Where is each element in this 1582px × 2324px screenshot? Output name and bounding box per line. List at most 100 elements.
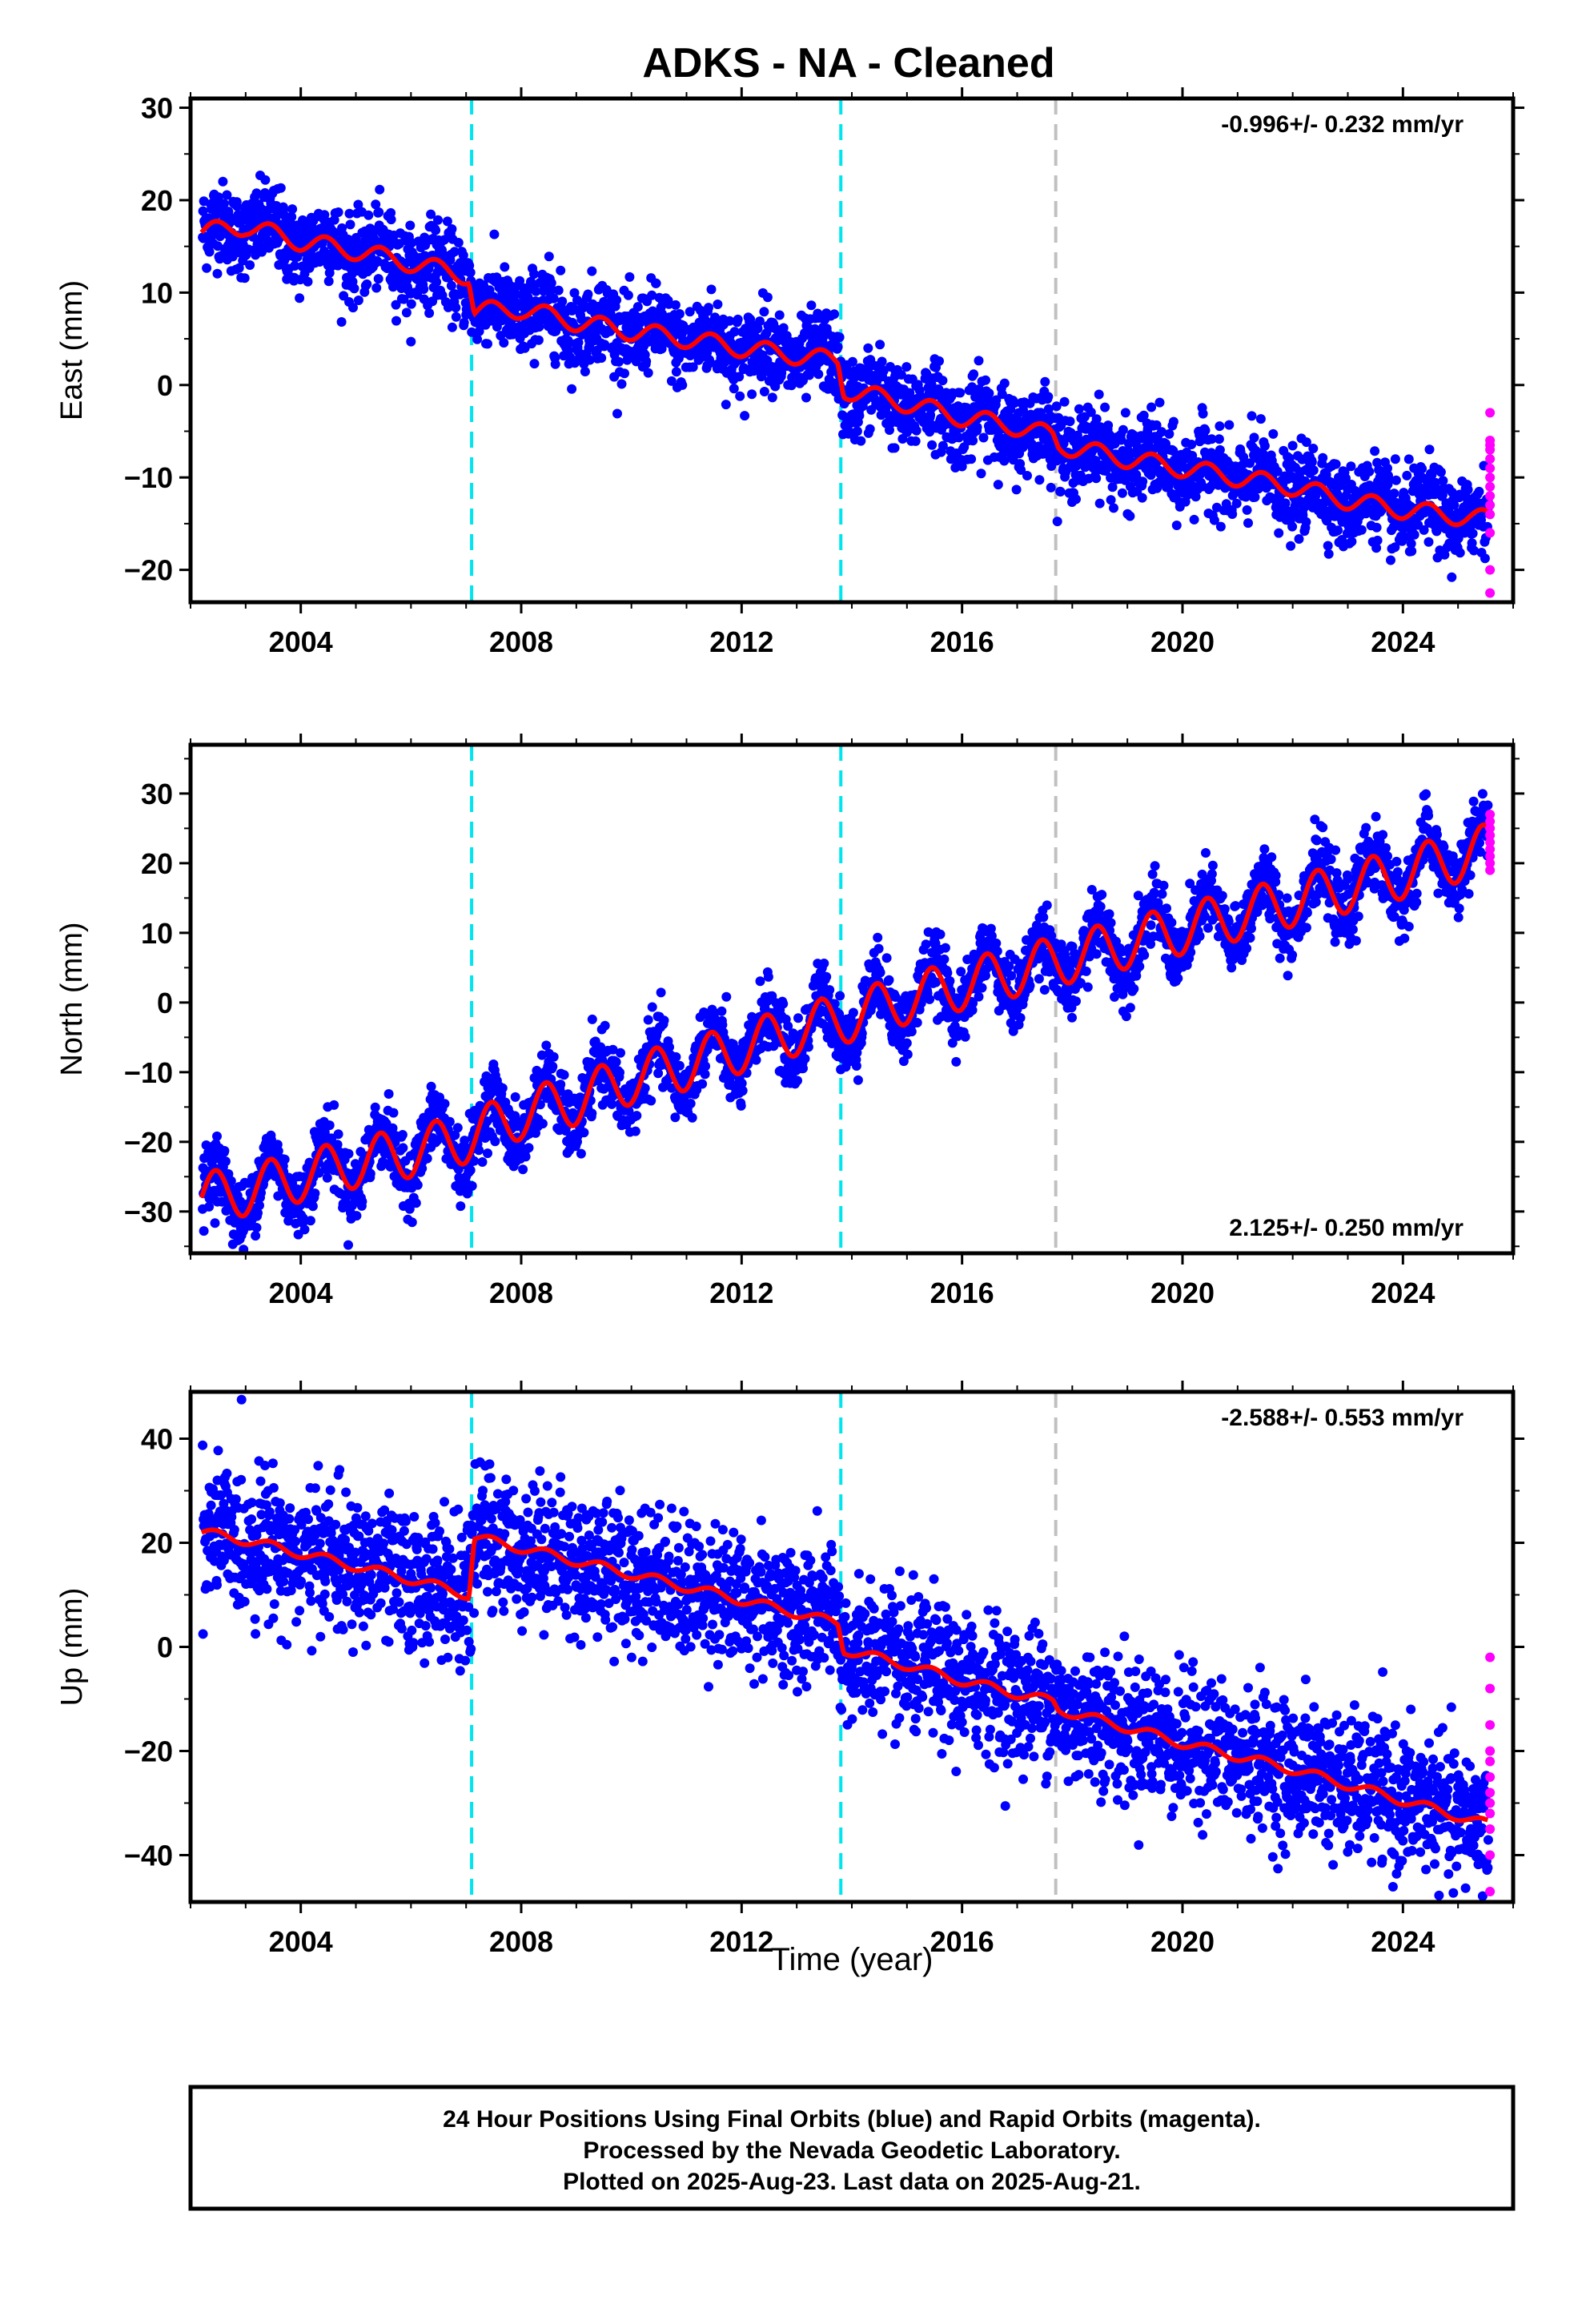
final-point — [793, 1076, 802, 1086]
final-point — [1107, 482, 1118, 493]
final-point — [529, 359, 540, 369]
final-point — [632, 1111, 642, 1121]
final-point — [762, 292, 773, 303]
final-point — [1243, 518, 1253, 529]
final-point — [452, 1123, 463, 1133]
final-point — [759, 307, 769, 317]
final-point — [1118, 424, 1128, 435]
final-point — [759, 387, 769, 396]
final-point — [1274, 528, 1284, 538]
final-point — [1467, 538, 1477, 549]
final-point — [1189, 514, 1199, 525]
final-point — [299, 1216, 308, 1227]
final-point — [767, 392, 777, 403]
final-point — [550, 359, 560, 369]
final-point — [553, 285, 564, 296]
final-point — [370, 1102, 380, 1112]
final-point — [1106, 495, 1116, 505]
final-point — [834, 332, 845, 343]
final-point — [592, 345, 602, 356]
final-point — [374, 207, 384, 217]
final-point — [611, 1057, 621, 1068]
final-point — [656, 344, 667, 354]
final-point — [1259, 440, 1270, 451]
final-point — [239, 1244, 249, 1253]
final-point — [688, 362, 698, 372]
final-point — [1072, 430, 1082, 440]
final-point — [778, 999, 789, 1009]
final-point — [1022, 471, 1032, 480]
final-point — [344, 208, 355, 219]
final-point — [422, 1153, 432, 1164]
final-point — [1164, 428, 1174, 439]
final-point — [647, 290, 657, 300]
final-point — [440, 1099, 450, 1109]
final-point — [1245, 458, 1255, 468]
final-point — [1071, 494, 1081, 505]
final-point — [204, 247, 215, 257]
final-point — [322, 1172, 332, 1183]
final-point — [596, 353, 607, 363]
final-point — [567, 384, 577, 394]
final-point — [729, 327, 740, 337]
final-point — [666, 376, 677, 386]
final-point — [580, 367, 590, 376]
final-point — [323, 276, 334, 287]
final-point — [687, 1112, 697, 1123]
rapid-point — [1485, 444, 1496, 455]
final-point — [670, 300, 681, 310]
final-point — [1207, 434, 1217, 444]
final-point — [1407, 546, 1417, 557]
final-orbit-points — [198, 171, 1493, 582]
final-point — [214, 192, 223, 203]
final-point — [472, 334, 483, 344]
final-point — [1010, 398, 1020, 408]
final-point — [976, 468, 986, 479]
final-point — [365, 1168, 375, 1179]
final-point — [1151, 420, 1162, 430]
final-point — [563, 336, 573, 346]
final-point — [559, 1070, 569, 1080]
final-point — [474, 1145, 484, 1156]
final-point — [600, 340, 610, 350]
final-point — [569, 287, 580, 298]
final-point — [327, 226, 338, 236]
final-point — [721, 400, 731, 410]
chart-title: ADKS - NA - Cleaned — [642, 40, 1054, 86]
final-point — [573, 337, 584, 348]
final-point — [1287, 440, 1298, 451]
final-point — [972, 422, 982, 432]
final-point — [685, 307, 695, 317]
final-point — [1347, 537, 1357, 547]
final-point — [806, 300, 817, 311]
final-point — [974, 356, 984, 366]
final-point — [1146, 402, 1157, 412]
final-point — [1268, 428, 1279, 439]
final-point — [489, 229, 500, 239]
final-point — [336, 317, 347, 327]
final-point — [910, 436, 921, 446]
final-point — [721, 991, 732, 1002]
final-point — [1383, 463, 1392, 473]
final-point — [612, 408, 622, 419]
final-point — [659, 1015, 669, 1026]
final-point — [447, 322, 457, 332]
final-point — [531, 286, 541, 296]
final-point — [1250, 492, 1260, 502]
x-tick-label: 2016 — [930, 625, 994, 658]
final-point — [1318, 452, 1328, 463]
final-point — [1051, 401, 1062, 412]
final-point — [735, 391, 745, 401]
final-point — [1043, 392, 1054, 402]
final-point — [1059, 396, 1070, 407]
final-point — [202, 263, 212, 273]
final-point — [556, 1080, 566, 1090]
final-point — [256, 1188, 266, 1198]
final-point — [1065, 416, 1075, 427]
final-point — [624, 271, 635, 282]
final-point — [1356, 525, 1367, 535]
final-point — [1301, 437, 1311, 448]
final-point — [391, 300, 401, 310]
final-point — [927, 440, 938, 450]
